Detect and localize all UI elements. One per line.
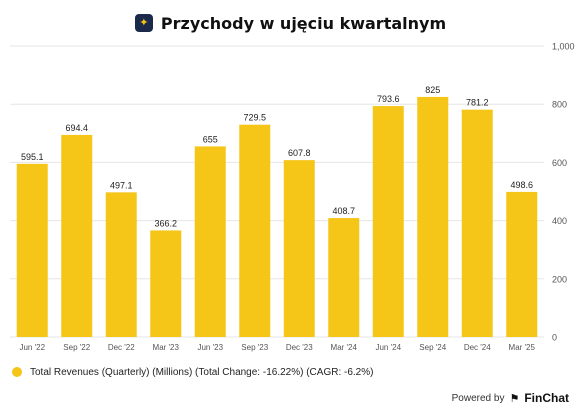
x-tick-label: Mar '24	[331, 343, 358, 352]
brand-name: FinChat	[524, 391, 569, 405]
bar	[506, 191, 538, 337]
x-tick-label: Mar '23	[153, 343, 180, 352]
powered-by-text: Powered by	[451, 392, 505, 404]
bar	[105, 192, 137, 337]
data-label: 408.7	[332, 206, 355, 216]
x-tick-label: Jun '23	[197, 343, 223, 352]
data-label: 825	[425, 85, 440, 95]
y-tick-label: 800	[552, 100, 567, 110]
data-label: 497.1	[110, 180, 133, 190]
y-tick-label: 1,000	[552, 42, 575, 52]
y-tick-label: 0	[552, 333, 557, 343]
data-label: 595.1	[21, 152, 44, 162]
legend-label: Total Revenues (Quarterly) (Millions) (T…	[30, 366, 374, 378]
y-tick-label: 600	[552, 158, 567, 168]
x-tick-label: Sep '22	[63, 343, 90, 352]
legend-swatch	[12, 367, 22, 377]
bar	[239, 124, 271, 337]
bar	[461, 109, 493, 337]
data-label: 793.6	[377, 94, 400, 104]
data-label: 366.2	[154, 218, 177, 228]
data-label: 694.4	[65, 123, 88, 133]
data-label: 729.5	[243, 113, 266, 123]
bar	[194, 146, 226, 337]
finchat-logo-icon: ⚑	[509, 392, 520, 405]
data-label: 655	[203, 134, 218, 144]
x-tick-label: Dec '22	[108, 343, 135, 352]
legend: Total Revenues (Quarterly) (Millions) (T…	[12, 364, 373, 380]
data-label: 607.8	[288, 148, 311, 158]
x-tick-label: Sep '24	[419, 343, 446, 352]
x-tick-label: Mar '25	[509, 343, 536, 352]
y-tick-label: 400	[552, 216, 567, 226]
footer: Powered by ⚑ FinChat	[452, 390, 569, 406]
x-tick-label: Jun '22	[19, 343, 45, 352]
bar	[61, 134, 93, 337]
y-tick-label: 200	[552, 274, 567, 284]
bar	[328, 218, 360, 337]
bar	[283, 160, 315, 337]
bar	[150, 230, 182, 337]
bar	[16, 163, 48, 337]
bar	[417, 96, 449, 337]
chart-title: Przychody w ujęciu kwartalnym	[160, 13, 447, 33]
data-label: 498.6	[510, 180, 533, 190]
x-tick-label: Jun '24	[375, 343, 401, 352]
bar	[372, 106, 404, 337]
sparkle-icon: ✦	[134, 14, 153, 32]
x-tick-label: Sep '23	[241, 343, 268, 352]
data-label: 781.2	[466, 98, 489, 108]
chart-header: ✦ Przychody w ujęciu kwartalnym	[0, 10, 581, 36]
x-tick-label: Dec '24	[464, 343, 491, 352]
x-tick-label: Dec '23	[286, 343, 313, 352]
